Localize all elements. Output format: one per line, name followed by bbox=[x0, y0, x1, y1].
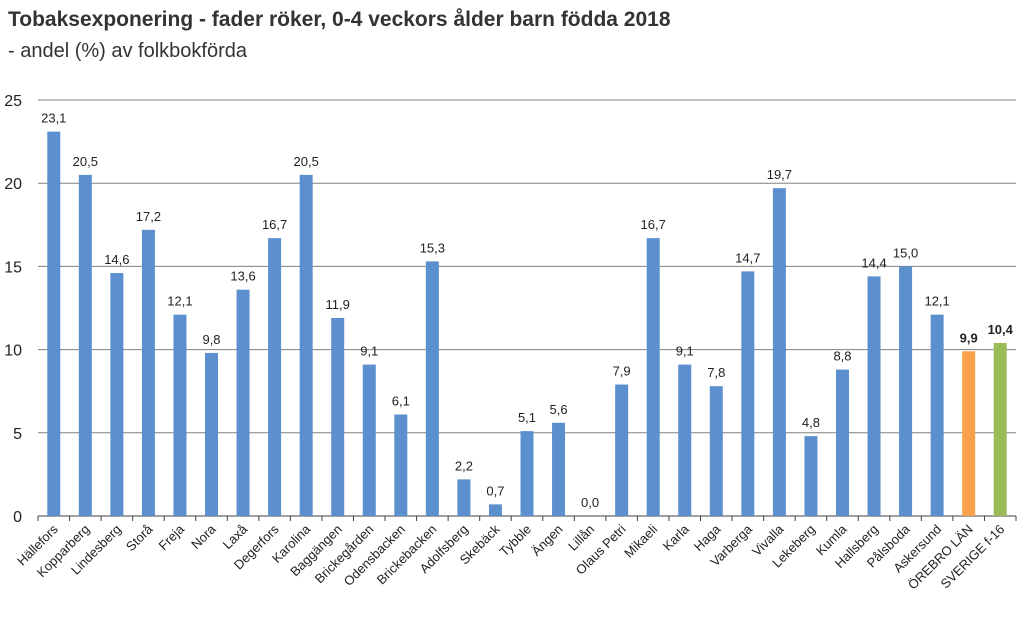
bar bbox=[362, 364, 376, 516]
data-label: 9,9 bbox=[960, 330, 978, 345]
data-label: 14,4 bbox=[861, 255, 886, 270]
data-label: 5,6 bbox=[550, 402, 568, 417]
y-tick-label: 20 bbox=[4, 176, 22, 193]
bar bbox=[141, 229, 155, 517]
data-label: 20,5 bbox=[73, 154, 98, 169]
data-label: 12,1 bbox=[924, 294, 949, 309]
data-label: 7,9 bbox=[613, 364, 631, 379]
bar bbox=[709, 386, 723, 516]
bar bbox=[899, 266, 913, 516]
data-label: 11,9 bbox=[326, 297, 350, 312]
bar bbox=[236, 289, 250, 516]
bar bbox=[962, 351, 976, 516]
x-tick-label: Mikaeli bbox=[621, 521, 660, 560]
data-label: 17,2 bbox=[136, 209, 161, 224]
data-label: 16,7 bbox=[641, 217, 666, 232]
bar bbox=[930, 314, 944, 516]
bar bbox=[425, 261, 439, 516]
data-label: 0,0 bbox=[581, 495, 599, 510]
bar bbox=[394, 414, 408, 516]
bar bbox=[678, 364, 692, 516]
bar bbox=[299, 174, 313, 516]
bar bbox=[772, 188, 786, 516]
data-label: 12,1 bbox=[167, 294, 192, 309]
bar bbox=[867, 276, 881, 516]
x-tick-label: Freja bbox=[156, 521, 188, 553]
data-label: 10,4 bbox=[988, 322, 1014, 337]
data-label: 2,2 bbox=[455, 458, 473, 473]
bar bbox=[331, 317, 345, 516]
data-label: 5,1 bbox=[518, 410, 536, 425]
bar bbox=[110, 273, 124, 516]
y-tick-label: 0 bbox=[13, 509, 22, 526]
x-tick-label: Karla bbox=[660, 521, 693, 554]
data-label: 15,0 bbox=[893, 245, 918, 260]
data-label: 9,1 bbox=[360, 344, 378, 359]
data-label: 15,3 bbox=[420, 240, 445, 255]
data-label: 8,8 bbox=[833, 349, 851, 364]
data-label: 23,1 bbox=[41, 111, 66, 126]
bar bbox=[520, 431, 534, 516]
data-label: 20,5 bbox=[294, 154, 319, 169]
data-label: 14,6 bbox=[104, 252, 129, 267]
bar bbox=[47, 131, 61, 516]
data-label: 7,8 bbox=[707, 365, 725, 380]
x-tick-label: Ängen bbox=[528, 522, 565, 559]
bar bbox=[457, 479, 471, 516]
bar bbox=[993, 342, 1007, 516]
bar bbox=[741, 271, 755, 516]
chart-title: Tobaksexponering - fader röker, 0-4 veck… bbox=[8, 8, 671, 31]
data-label: 6,1 bbox=[392, 393, 410, 408]
y-tick-label: 25 bbox=[4, 93, 22, 110]
data-label: 0,7 bbox=[486, 483, 504, 498]
bar bbox=[804, 436, 818, 516]
bar bbox=[835, 369, 849, 516]
data-label: 19,7 bbox=[767, 167, 792, 182]
bar bbox=[646, 238, 660, 516]
bar bbox=[205, 352, 219, 516]
y-tick-label: 10 bbox=[4, 343, 22, 360]
data-label: 14,7 bbox=[735, 250, 760, 265]
data-label: 9,8 bbox=[202, 332, 220, 347]
x-tick-label: Tybble bbox=[496, 522, 534, 560]
bar bbox=[173, 314, 187, 516]
bar bbox=[615, 384, 629, 516]
x-tick-label: Storå bbox=[123, 521, 156, 554]
data-label: 4,8 bbox=[802, 415, 820, 430]
bar bbox=[78, 174, 92, 516]
y-tick-label: 5 bbox=[13, 426, 22, 443]
data-label: 16,7 bbox=[262, 217, 287, 232]
data-label: 13,6 bbox=[230, 269, 255, 284]
data-label: 9,1 bbox=[676, 344, 694, 359]
bar bbox=[552, 422, 566, 516]
bar bbox=[268, 238, 282, 516]
chart-subtitle: - andel (%) av folkbokförda bbox=[8, 40, 248, 62]
bar bbox=[488, 504, 502, 516]
y-tick-label: 15 bbox=[4, 259, 22, 276]
x-tick-label: Nora bbox=[188, 521, 219, 552]
